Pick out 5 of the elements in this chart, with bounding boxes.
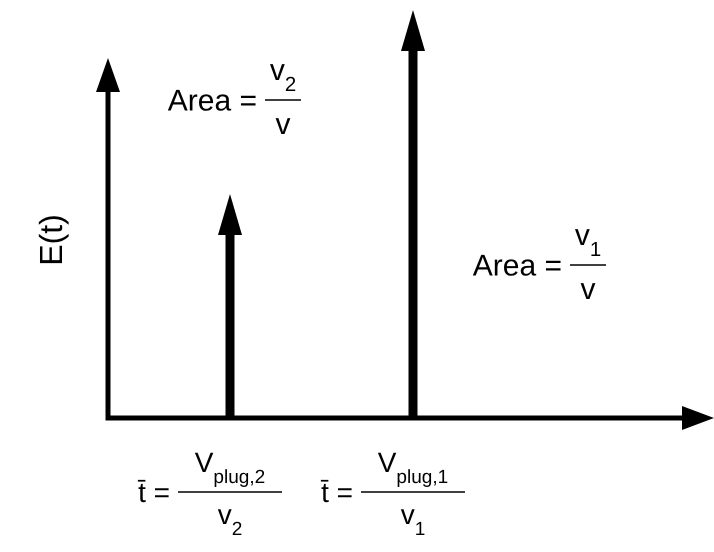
annotation: Area = v$_{1}$ v	[472, 219, 602, 306]
x-tick-label: t̄ = V$_{plug,2}$ v$_{2}$	[138, 447, 266, 540]
annotation: Area = v$_{2}$ v	[168, 54, 296, 141]
x-tick-label: t̄ = V$_{plug,1}$ v$_{1}$	[320, 447, 448, 540]
y-axis-title: E(t)	[33, 214, 69, 266]
